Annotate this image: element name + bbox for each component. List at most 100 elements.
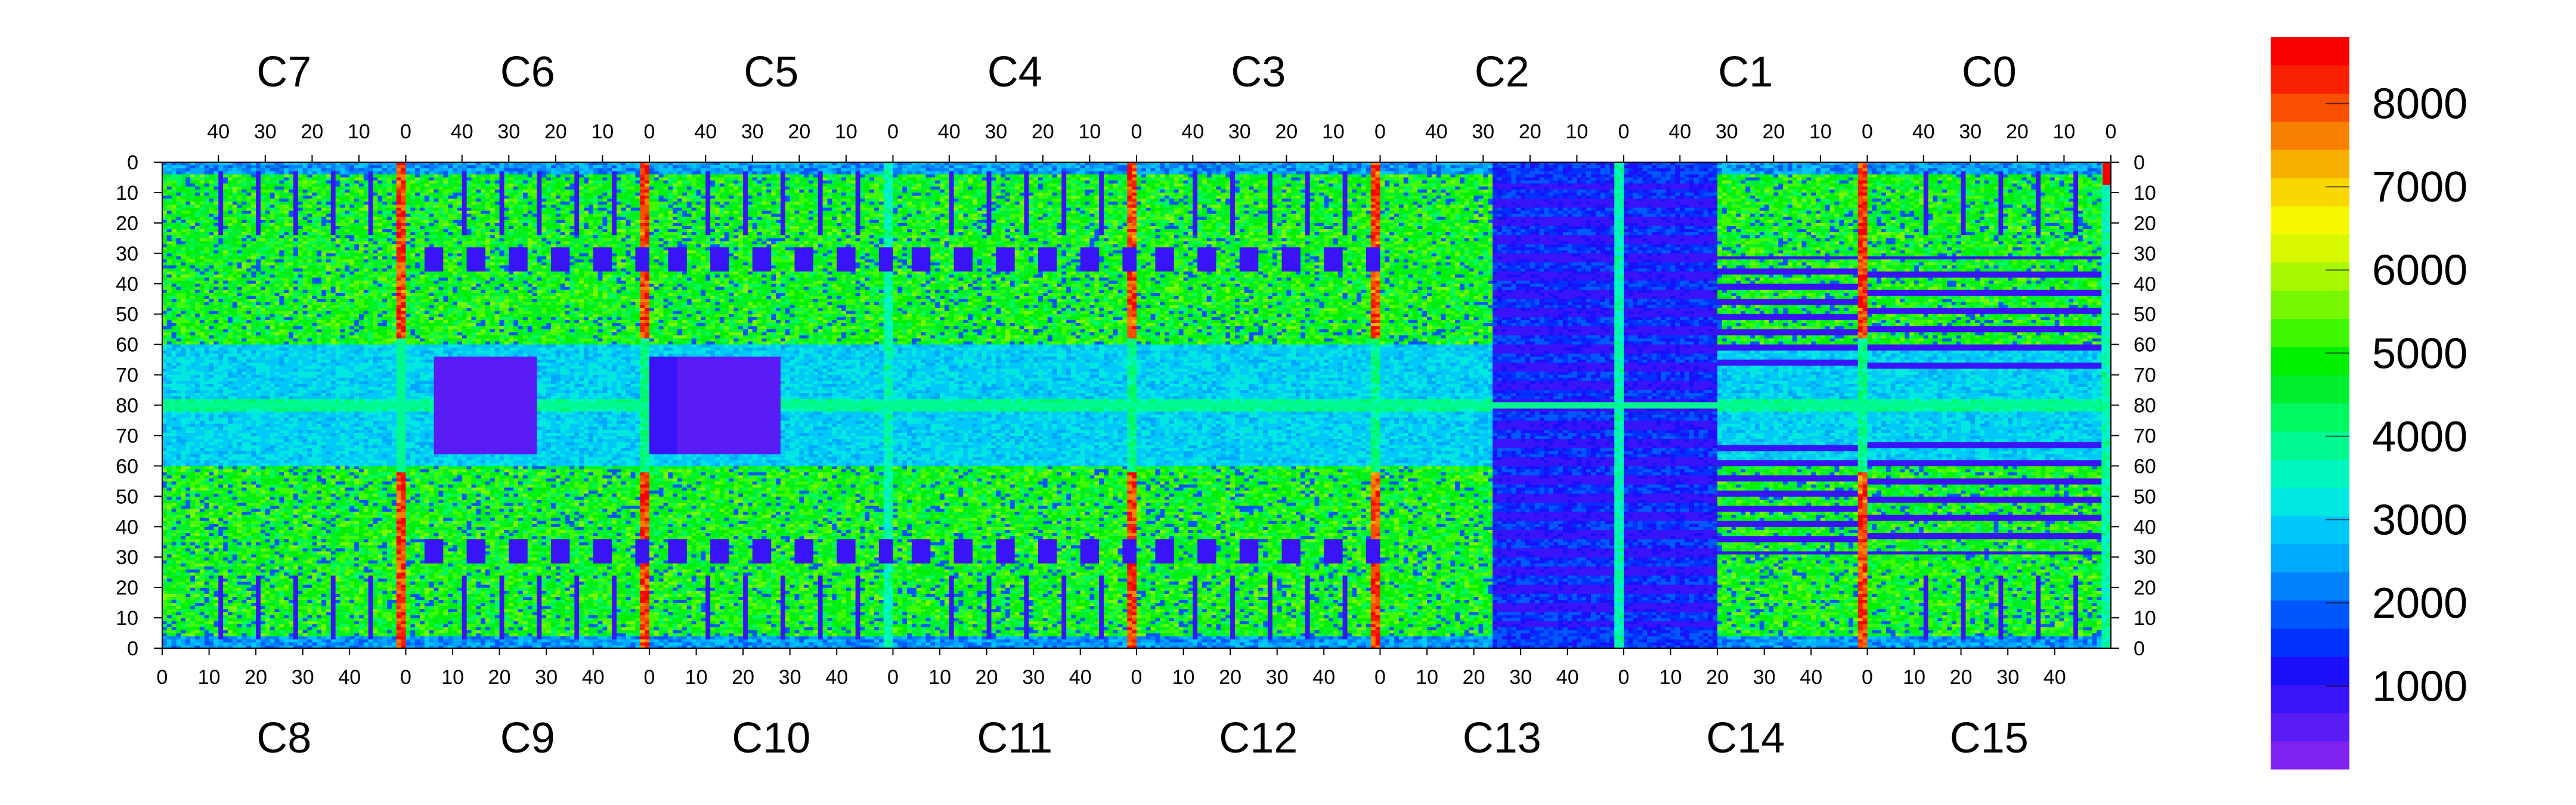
heatmap-cell	[167, 396, 172, 400]
heatmap-cell	[177, 190, 181, 193]
heatmap-cell	[190, 190, 195, 193]
heatmap-cell	[233, 238, 237, 242]
heatmap-cell	[213, 454, 218, 457]
heatmap-cell	[233, 569, 237, 573]
heatmap-cell	[228, 271, 233, 275]
heatmap-cell	[218, 250, 223, 254]
heatmap-cell	[200, 311, 205, 315]
heatmap-cell	[172, 345, 177, 348]
heatmap-cell	[209, 451, 214, 454]
heatmap-cell	[177, 299, 181, 302]
heatmap-cell	[167, 390, 172, 394]
heatmap-cell	[213, 338, 218, 342]
heatmap-cell	[209, 472, 214, 476]
heatmap-cell	[200, 463, 205, 466]
heatmap-cell	[162, 532, 167, 536]
heatmap-cell	[177, 381, 181, 385]
heatmap-cell	[167, 575, 172, 579]
heatmap-cell	[195, 642, 200, 646]
heatmap-cell	[181, 387, 185, 391]
heatmap-cell	[172, 405, 177, 409]
heatmap-cell	[205, 475, 209, 479]
heatmap-cell	[177, 487, 181, 491]
heatmap-cell	[200, 506, 205, 509]
heatmap-cell	[167, 411, 172, 415]
heatmap-cell	[218, 475, 223, 479]
heatmap-cell	[213, 551, 218, 555]
heatmap-cell	[167, 548, 172, 552]
heatmap-cell	[223, 256, 228, 260]
heatmap-cell	[205, 490, 209, 494]
heatmap-cell	[205, 235, 209, 239]
heatmap-cell	[190, 530, 195, 533]
heatmap-cell	[177, 530, 181, 533]
heatmap-cell	[162, 223, 167, 227]
heatmap-cell	[218, 168, 223, 172]
heatmap-cell	[162, 284, 167, 287]
heatmap-cell	[223, 390, 228, 394]
heatmap-cell	[218, 575, 223, 579]
heatmap-cell	[195, 581, 200, 585]
heatmap-cell	[209, 268, 214, 272]
heatmap-cell	[233, 268, 237, 272]
heatmap-cell	[223, 636, 228, 640]
heatmap-cell	[172, 302, 177, 305]
heatmap-cell	[218, 539, 223, 543]
heatmap-cell	[205, 405, 209, 409]
heatmap-cell	[228, 296, 233, 299]
heatmap-cell	[223, 560, 228, 564]
heatmap-cell	[195, 460, 200, 463]
heatmap-cell	[167, 515, 172, 518]
heatmap-cell	[181, 417, 185, 421]
heatmap-cell	[213, 217, 218, 221]
heatmap-cell	[177, 572, 181, 576]
heatmap-cell	[162, 624, 167, 627]
heatmap-cell	[223, 184, 228, 187]
heatmap-cell	[228, 317, 233, 321]
heatmap-cell	[228, 487, 233, 491]
heatmap-cell	[172, 351, 177, 354]
heatmap-cell	[213, 174, 218, 178]
heatmap-cell	[213, 262, 218, 266]
heatmap-cell	[172, 551, 177, 555]
heatmap-cell	[213, 448, 218, 451]
heatmap-cell	[190, 351, 195, 354]
heatmap-cell	[167, 256, 172, 260]
heatmap-cell	[185, 354, 190, 357]
heatmap-cell	[209, 515, 214, 518]
heatmap-cell	[167, 223, 172, 227]
heatmap-cell	[181, 181, 185, 184]
heatmap-cell	[218, 244, 223, 248]
heatmap-cell	[218, 563, 223, 566]
heatmap-cell	[213, 250, 218, 254]
heatmap-cell	[205, 354, 209, 357]
heatmap-cell	[200, 487, 205, 491]
heatmap-cell	[218, 293, 223, 296]
heatmap-cell	[200, 190, 205, 193]
heatmap-cell	[218, 342, 223, 345]
heatmap-cell	[228, 381, 233, 385]
heatmap-cell	[185, 542, 190, 546]
heatmap-cell	[209, 208, 214, 211]
heatmap-cell	[223, 442, 228, 445]
heatmap-cell	[218, 581, 223, 585]
heatmap-cell	[213, 609, 218, 612]
heatmap-cell	[185, 560, 190, 564]
heatmap-cell	[209, 557, 214, 561]
heatmap-cell	[181, 499, 185, 503]
heatmap-cell	[205, 587, 209, 591]
heatmap-cell	[228, 238, 233, 242]
heatmap-cell	[205, 271, 209, 275]
heatmap-cell	[209, 262, 214, 266]
heatmap-cell	[209, 171, 214, 175]
heatmap-cell	[228, 357, 233, 360]
heatmap-cell	[167, 268, 172, 272]
heatmap-cell	[218, 284, 223, 287]
heatmap-cell	[223, 342, 228, 345]
heatmap-cell	[185, 342, 190, 345]
heatmap-cell	[200, 530, 205, 533]
heatmap-cell	[209, 587, 214, 591]
heatmap-cell	[223, 590, 228, 594]
heatmap-cell	[172, 396, 177, 400]
heatmap-cell	[177, 609, 181, 612]
